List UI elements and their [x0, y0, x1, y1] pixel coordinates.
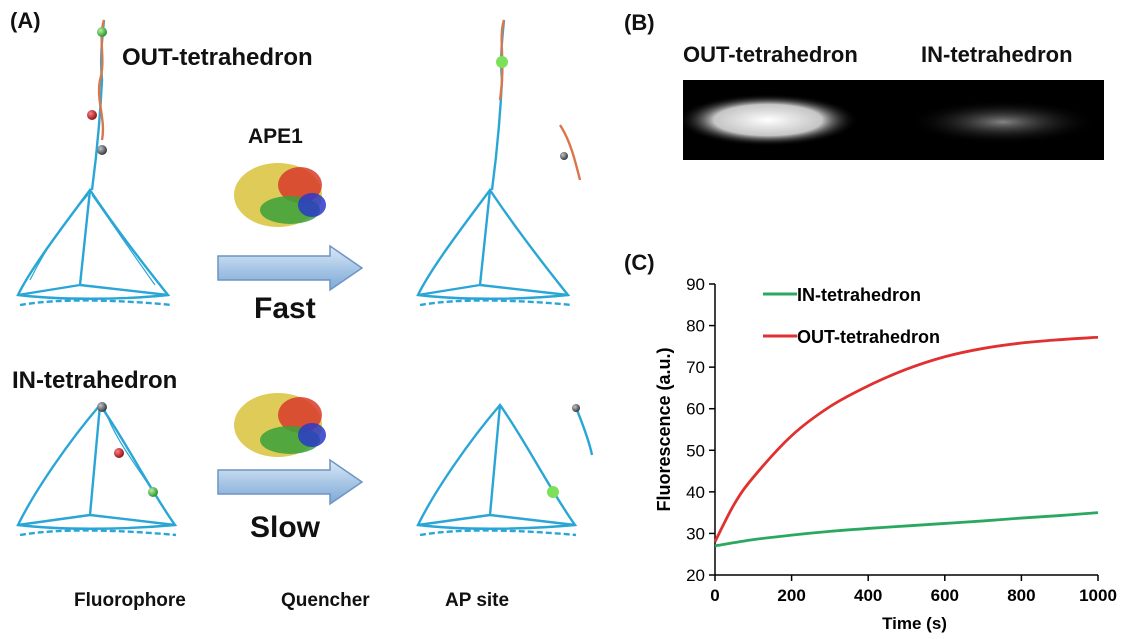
x-tick-label: 400	[854, 586, 882, 605]
y-tick-label: 50	[686, 441, 705, 460]
panel-a-diagram	[16, 19, 594, 537]
fast-arrow	[217, 244, 364, 292]
ape1-enzyme-bottom	[234, 393, 326, 457]
y-axis-label: Fluorescence (a.u.)	[654, 347, 674, 511]
legend-label-out-tetrahedron: OUT-tetrahedron	[797, 327, 940, 347]
legend-fluorophore-label: Fluorophore	[74, 590, 186, 611]
panel-c-label: (C)	[624, 250, 655, 275]
legend-quencher-label: Quencher	[281, 590, 370, 611]
x-tick-label: 800	[1007, 586, 1035, 605]
slow-arrow	[217, 458, 364, 506]
y-tick-label: 70	[686, 358, 705, 377]
y-tick-label: 30	[686, 524, 705, 543]
in-tetrahedron-label: IN-tetrahedron	[12, 367, 178, 394]
fast-label: Fast	[254, 292, 316, 325]
x-tick-label: 1000	[1079, 586, 1117, 605]
gel-image	[683, 80, 1104, 160]
x-tick-label: 600	[931, 586, 959, 605]
fluorophore-active-icon	[496, 56, 508, 68]
gel-band-out	[683, 94, 858, 146]
y-tick-label: 90	[686, 275, 705, 294]
legend-ap-site-label: AP site	[445, 590, 510, 611]
in-tetrahedron-before	[16, 403, 178, 537]
gel-lane-out-label: OUT-tetrahedron	[683, 42, 858, 67]
x-axis-label: Time (s)	[882, 614, 947, 633]
in-tetrahedron-after	[416, 403, 594, 537]
out-tetrahedron-before	[16, 19, 173, 307]
slow-label: Slow	[250, 511, 321, 544]
quencher-icon	[97, 145, 107, 155]
panel-a-label: (A)	[10, 8, 41, 33]
out-tetrahedron-label: OUT-tetrahedron	[122, 44, 313, 71]
enzyme-label: APE1	[248, 125, 303, 148]
x-tick-label: 200	[777, 586, 805, 605]
panel-b-label: (B)	[624, 10, 655, 35]
fluorophore-icon	[97, 27, 107, 37]
quencher-released-icon	[560, 152, 568, 160]
gel-band-in	[908, 100, 1098, 144]
y-tick-label: 80	[686, 317, 705, 336]
y-tick-label: 40	[686, 483, 705, 502]
series-line-out-tetrahedron	[713, 335, 1099, 543]
out-tetrahedron-after	[416, 19, 582, 307]
x-tick-label: 0	[710, 586, 719, 605]
legend-label-in-tetrahedron: IN-tetrahedron	[797, 285, 921, 305]
series-line-in-tetrahedron	[714, 511, 1099, 548]
ape1-enzyme-top	[234, 163, 326, 227]
y-tick-label: 20	[686, 566, 705, 585]
y-tick-label: 60	[686, 400, 705, 419]
fluorescence-chart: 20 30 40 50 60 70 80 90 0 200 400 600 800 1000 Time (s…	[654, 275, 1117, 633]
ap-site-icon	[87, 110, 97, 120]
gel-lane-in-label: IN-tetrahedron	[921, 42, 1073, 67]
